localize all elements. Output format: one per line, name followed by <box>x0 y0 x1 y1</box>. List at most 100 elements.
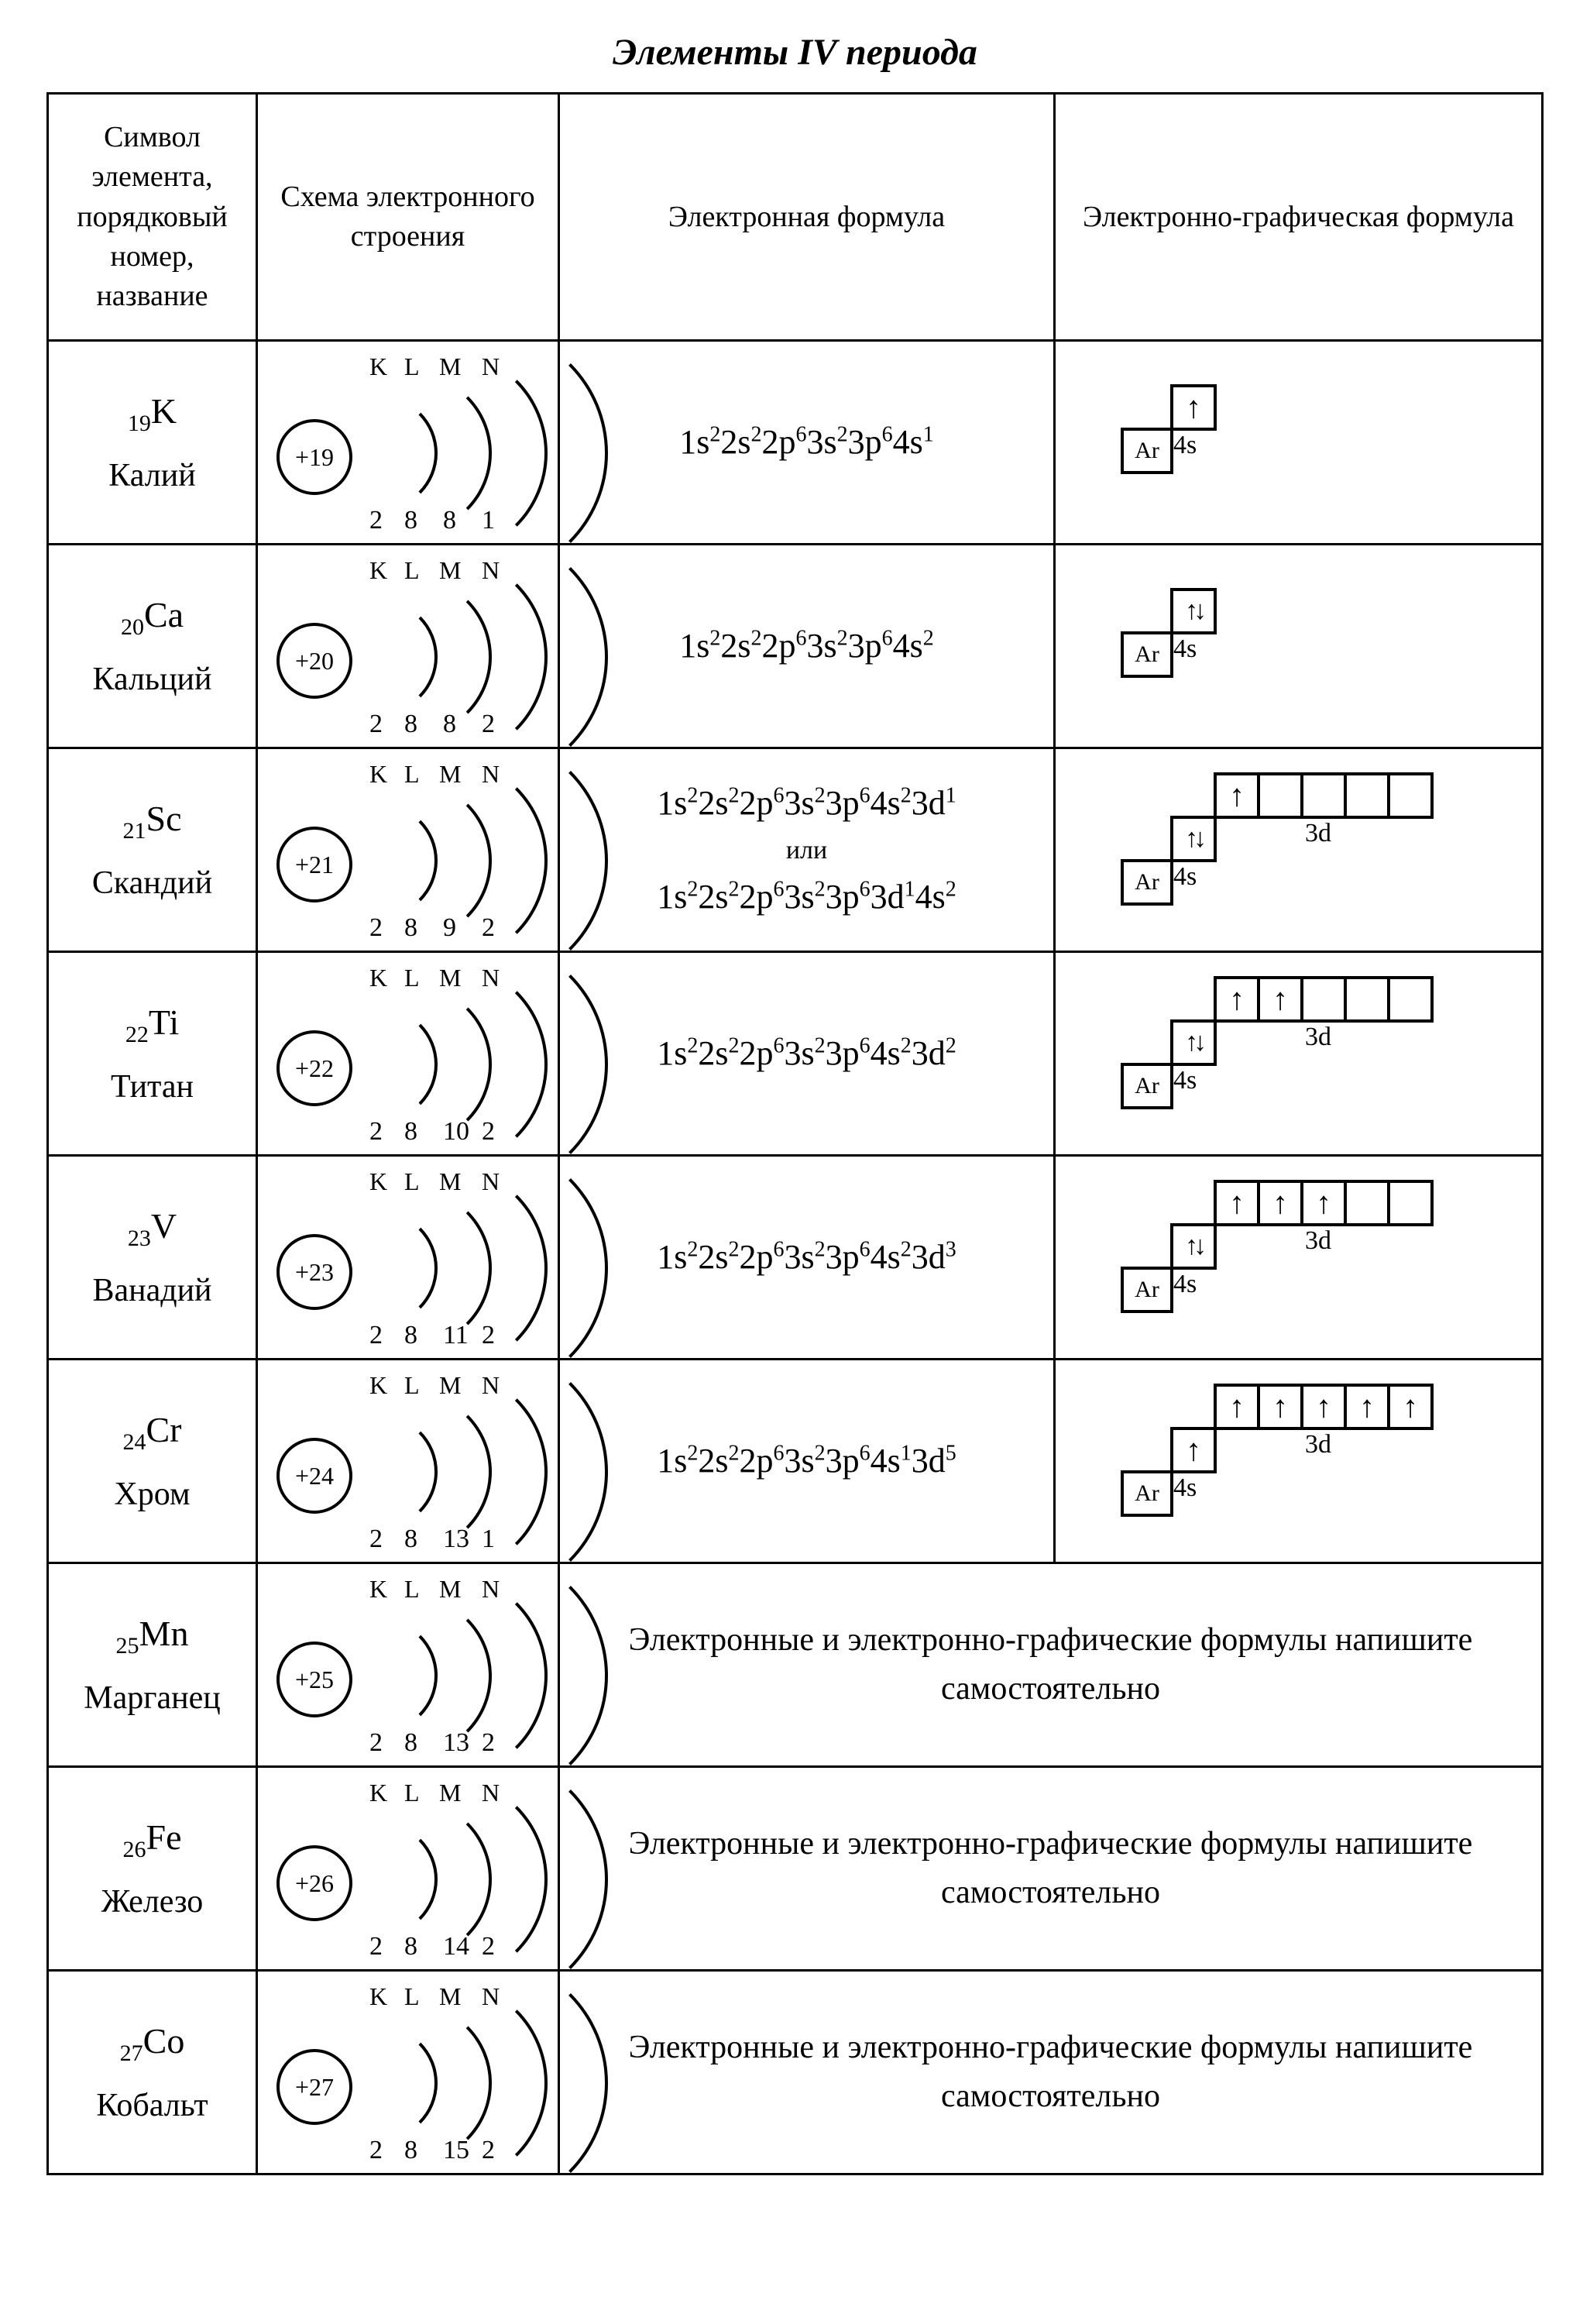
element-name: Скандий <box>60 867 245 899</box>
core-box: Ar <box>1121 859 1173 906</box>
electron-formula: 1s22s22p63s23p64s2 <box>571 621 1042 672</box>
d-orbital-box <box>1387 1384 1434 1430</box>
orbital-diagram: Ar4s <box>1113 588 1530 704</box>
shell-letter: N <box>482 1167 500 1196</box>
d-orbital-box <box>1344 1384 1390 1430</box>
shell-count: 2 <box>482 2136 495 2165</box>
d-orbital-box <box>1300 1384 1347 1430</box>
orbital-diagram: Ar4s3d <box>1113 976 1530 1131</box>
electron-formula: 1s22s22p63s23p64s13d5 <box>571 1435 1042 1487</box>
orbital-diagram: Ar4s <box>1113 384 1530 500</box>
shell-letter: N <box>482 556 500 585</box>
d-orbital-label: 3d <box>1305 1226 1331 1256</box>
d-orbital-label: 3d <box>1305 1430 1331 1459</box>
element-symbol: 21Sc <box>60 801 245 843</box>
element-cell: 26Fe Железо <box>60 1820 245 1917</box>
table-row: 26Fe Железо +26K2L8M14N2Электронные и эл… <box>48 1767 1543 1971</box>
element-cell: 19K Калий <box>60 394 245 491</box>
electron-formula: 1s22s22p63s23p64s1 <box>571 417 1042 468</box>
d-orbital-box <box>1214 772 1260 819</box>
header-scheme: Схема электронного строения <box>257 94 559 341</box>
shell-diagram: +21K2L8M9N2 <box>269 757 548 943</box>
d-orbital-box <box>1344 772 1390 819</box>
s-orbital-label: 4s <box>1173 634 1197 664</box>
shell-diagram: +25K2L8M13N2 <box>269 1572 548 1758</box>
s-orbital-label: 4s <box>1173 1066 1197 1095</box>
d-orbital-box <box>1300 1180 1347 1226</box>
core-box: Ar <box>1121 1470 1173 1517</box>
s-orbital-box <box>1170 588 1217 634</box>
d-orbital-box <box>1387 976 1434 1023</box>
element-name: Железо <box>60 1886 245 1918</box>
shell-diagram: +20K2L8M8N2 <box>269 553 548 739</box>
shell-letter: N <box>482 352 500 381</box>
s-orbital-box <box>1170 384 1217 431</box>
element-name: Ванадий <box>60 1274 245 1307</box>
s-orbital-box <box>1170 1019 1217 1066</box>
s-orbital-box <box>1170 816 1217 862</box>
self-write-note: Электронные и электронно-графические фор… <box>559 1767 1543 1971</box>
table-row: 22Ti Титан +22K2L8M10N21s22s22p63s23p64s… <box>48 952 1543 1156</box>
table-row: 25Mn Марганец +25K2L8M13N2Электронные и … <box>48 1563 1543 1767</box>
header-symbol: Символ элемента, порядковый номер, назва… <box>48 94 257 341</box>
d-orbital-box <box>1257 1384 1303 1430</box>
shell-diagram: +26K2L8M14N2 <box>269 1776 548 1961</box>
d-orbital-box <box>1387 1180 1434 1226</box>
orbital-diagram: Ar4s 3d <box>1113 1180 1530 1335</box>
element-cell: 22Ti Титан <box>60 1005 245 1102</box>
core-box: Ar <box>1121 428 1173 474</box>
table-row: 20Ca Кальций +20K2L8M8N2 1s22s22p63s23p64… <box>48 545 1543 748</box>
element-name: Калий <box>60 459 245 492</box>
shell-letter: N <box>482 1575 500 1604</box>
table-row: 21Sc Скандий +21K2L8M9N21s22s22p63s23p64… <box>48 748 1543 952</box>
element-symbol: 23V <box>60 1208 245 1250</box>
core-box: Ar <box>1121 631 1173 678</box>
element-cell: 21Sc Скандий <box>60 801 245 899</box>
s-orbital-label: 4s <box>1173 1270 1197 1299</box>
shell-diagram: +23K2L8M11N2 <box>269 1164 548 1350</box>
header-formula: Электронная формула <box>559 94 1055 341</box>
table-row: 19K Калий +19K2L8M8N11s22s22p63s23p64s1A… <box>48 341 1543 545</box>
element-cell: 23V Ванадий <box>60 1208 245 1306</box>
s-orbital-label: 4s <box>1173 862 1197 892</box>
element-symbol: 27Co <box>60 2023 245 2065</box>
d-orbital-box <box>1257 772 1303 819</box>
d-orbital-box <box>1344 976 1390 1023</box>
shell-diagram: +24K2L8M13N1 <box>269 1368 548 1554</box>
s-orbital-box <box>1170 1223 1217 1270</box>
element-symbol: 26Fe <box>60 1820 245 1862</box>
shell-letter: N <box>482 1371 500 1400</box>
element-cell: 27Co Кобальт <box>60 2023 245 2121</box>
electron-formula: 1s22s22p63s23p64s23d3 <box>571 1232 1042 1283</box>
core-box: Ar <box>1121 1267 1173 1313</box>
shell-diagram: +27K2L8M15N2 <box>269 1979 548 2165</box>
table-row: 27Co Кобальт +27K2L8M15N2Электронные и э… <box>48 1971 1543 2174</box>
element-cell: 24Cr Хром <box>60 1412 245 1510</box>
element-symbol: 22Ti <box>60 1005 245 1047</box>
element-symbol: 20Ca <box>60 597 245 639</box>
table-header-row: Символ элемента, порядковый номер, назва… <box>48 94 1543 341</box>
d-orbital-box <box>1300 976 1347 1023</box>
orbital-diagram: Ar4s 3d <box>1113 772 1530 927</box>
element-name: Кальций <box>60 663 245 696</box>
d-orbital-label: 3d <box>1305 819 1331 848</box>
elements-table: Символ элемента, порядковый номер, назва… <box>46 92 1544 2175</box>
shell-arc <box>354 1956 608 2210</box>
electron-formula: 1s22s22p63s23p64s23d2 <box>571 1028 1042 1079</box>
self-write-note: Электронные и электронно-графические фор… <box>559 1563 1543 1767</box>
d-orbital-box <box>1214 1180 1260 1226</box>
self-write-note: Электронные и электронно-графические фор… <box>559 1971 1543 2174</box>
d-orbital-box <box>1300 772 1347 819</box>
shell-letter: N <box>482 1779 500 1807</box>
orbital-diagram: Ar4s3d <box>1113 1384 1530 1538</box>
table-row: 24Cr Хром +24K2L8M13N1 1s22s22p63s23p64s1… <box>48 1360 1543 1563</box>
d-orbital-box <box>1214 976 1260 1023</box>
element-symbol: 24Cr <box>60 1412 245 1454</box>
element-symbol: 19K <box>60 394 245 435</box>
s-orbital-box <box>1170 1427 1217 1473</box>
element-name: Кобальт <box>60 2089 245 2122</box>
element-symbol: 25Mn <box>60 1616 245 1658</box>
element-cell: 25Mn Марганец <box>60 1616 245 1714</box>
shell-letter: N <box>482 964 500 992</box>
d-orbital-box <box>1387 772 1434 819</box>
